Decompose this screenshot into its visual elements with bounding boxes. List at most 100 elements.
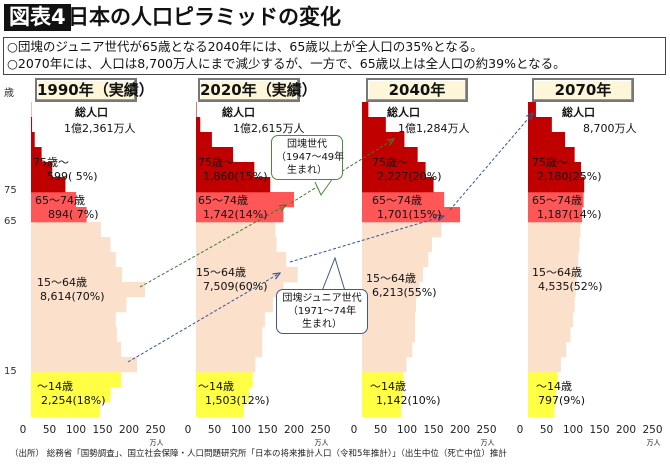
x-tick-label: 100 [230, 424, 252, 436]
pyramid-bar-1990-age-65-69 [31, 207, 87, 223]
x-tick-label: 100 [562, 424, 584, 436]
pyramid-bar-1990-age-70-74 [31, 192, 77, 208]
callout-pointer [321, 256, 346, 292]
age-group-label: 65～74歳 [198, 194, 248, 207]
callout-pointer [314, 177, 334, 196]
pyramid-bar-2040-age-15-19 [362, 357, 407, 373]
pyramid-bar-2070-age-95-99 [528, 117, 552, 133]
pyramid-bar-2070-age-15-19 [528, 357, 561, 373]
age-group-value: 894( 7%) [48, 208, 99, 221]
callout-line: 生まれ） [287, 165, 327, 176]
x-tick-label: 200 [449, 424, 471, 436]
age-group-value: 1,742(14%) [203, 208, 268, 221]
year-label-1990: 1990年（実績） [35, 78, 154, 102]
pyramid-bar-2040-age-30-34 [362, 312, 415, 328]
x-tick-label: 0 [350, 424, 358, 436]
age-group-value: 1,701(15%) [377, 208, 442, 221]
pyramid-bar-2020-age-65-69 [196, 207, 284, 223]
x-tick-label: 250 [145, 424, 166, 436]
pyramid-bar-1990-age-40-44 [31, 282, 145, 298]
pyramid-bar-2070-age-50-54 [528, 252, 579, 268]
age-tick-15: 15 [4, 366, 17, 377]
year-label-2070: 2070年 [532, 78, 634, 102]
pyramid-bar-2040-age-75-79 [362, 177, 434, 193]
x-tick-label: 50 [373, 424, 388, 436]
pyramid-bar-2020-age-70-74 [196, 192, 295, 208]
age-group-value: 1,142(10%) [376, 394, 441, 407]
pyramid-bar-2020-age-95-99 [196, 117, 201, 133]
pyramid-bar-1990-age-50-54 [31, 252, 116, 268]
age-group-value: 797(9%) [538, 394, 586, 407]
pyramid-bar-2070-age-5-9 [528, 387, 557, 403]
pyramid-bar-2040-age-40-44 [362, 282, 420, 298]
pyramid-bar-1990-age-90-94 [31, 132, 35, 148]
pyramid-bar-2040-age-10-14 [362, 372, 404, 388]
x-tick-label: 0 [516, 424, 524, 436]
age-tick-65: 65 [4, 216, 17, 227]
junior-arrow-2020-2040 [289, 216, 444, 263]
x-tick-label: 0 [184, 424, 192, 436]
pyramid-bar-2070-age-45-49 [528, 267, 577, 283]
pyramid-bar-2020-age-15-19 [196, 357, 256, 373]
x-tick-label: 250 [476, 424, 497, 436]
age-group-label: ～14歳 [37, 380, 73, 393]
age-group-label: 75歳～ [372, 156, 408, 169]
pyramid-bar-2040-age-45-49 [362, 267, 423, 283]
pyramid-bar-2040-age-95-99 [362, 117, 386, 133]
pyramid-bar-1990-age-55-59 [31, 237, 111, 253]
age-group-value: 1,860(15%) [203, 170, 268, 183]
age-group-value: 7,509(60%) [203, 280, 268, 293]
note-line: ○2070年には、人口は8,700万人にまで減少するが、一方で、65歳以上は全人… [7, 56, 566, 71]
age-group-label: ～14歳 [198, 380, 234, 393]
pyramid-bar-2070-age-35-39 [528, 297, 575, 313]
pyramid-bar-2040-age-85-89 [362, 147, 418, 163]
pyramid-bar-1990-age-30-34 [31, 312, 116, 328]
pyramid-bar-2020-age-10-14 [196, 372, 253, 388]
pyramid-bar-2020-age-35-39 [196, 297, 273, 313]
pyramid-bar-2040-age-0-4 [362, 402, 402, 418]
total-population-label: 総人口 [562, 106, 595, 119]
pyramid-bar-2040-age-25-29 [362, 327, 415, 343]
x-tick-label: 200 [615, 424, 637, 436]
figure-badge: 図表4 [4, 4, 71, 31]
pyramid-bar-2070-age-25-29 [528, 327, 571, 343]
x-tick-label: 250 [642, 424, 663, 436]
pyramid-bar-2020-age-85-89 [196, 147, 234, 163]
pyramid-bar-2070-age-90-94 [528, 132, 566, 148]
total-population-value: 1億1,284万人 [398, 122, 470, 135]
x-unit-label: 万人 [480, 439, 495, 447]
callout-line: 生まれ） [302, 319, 342, 330]
pyramid-bar-1990-age-15-19 [31, 357, 137, 373]
pyramid-bar-1990-age-20-24 [31, 342, 122, 358]
pyramid-bar-1990-age-60-64 [31, 222, 101, 238]
pyramid-bar-2020-age-0-4 [196, 402, 244, 418]
age-group-label: 75歳～ [532, 156, 568, 169]
x-tick-label: 50 [539, 424, 554, 436]
age-group-label: ～14歳 [536, 380, 572, 393]
pyramid-bar-2070-age-0-4 [528, 402, 555, 418]
age-unit-label: 歳 [4, 88, 14, 99]
pyramid-bar-1990-age-25-29 [31, 327, 117, 343]
x-tick-label: 150 [257, 424, 278, 436]
x-tick-label: 250 [310, 424, 331, 436]
age-group-label: 15～64歳 [366, 272, 416, 285]
age-group-value: 599( 5%) [47, 170, 98, 183]
age-group-label: 15～64歳 [37, 276, 87, 289]
pyramid-bar-1990-age-10-14 [31, 372, 122, 388]
junior-arrow-1990-2020 [127, 273, 280, 363]
pyramid-bar-2070-age-10-14 [528, 372, 558, 388]
pyramid-bar-2040-age-5-9 [362, 387, 403, 403]
pyramid-bar-2020-age-80-84 [196, 162, 255, 178]
junior-arrow-2040-2070 [449, 113, 533, 211]
pyramid-bar-2070-age-60-64 [528, 222, 581, 238]
note-line: ○団塊のジュニア世代が65歳となる2040年には、65歳以上が全人口の35%とな… [7, 39, 483, 54]
age-group-value: 1,187(14%) [537, 208, 602, 221]
pyramid-bar-2040-age-60-64 [362, 222, 442, 238]
x-unit-label: 万人 [646, 439, 661, 447]
year-label-2040: 2040年 [366, 78, 468, 102]
total-population-value: 8,700万人 [583, 122, 637, 135]
pyramid-bar-1990-age-85-89 [31, 147, 42, 163]
age-group-label: 75歳～ [198, 156, 234, 169]
